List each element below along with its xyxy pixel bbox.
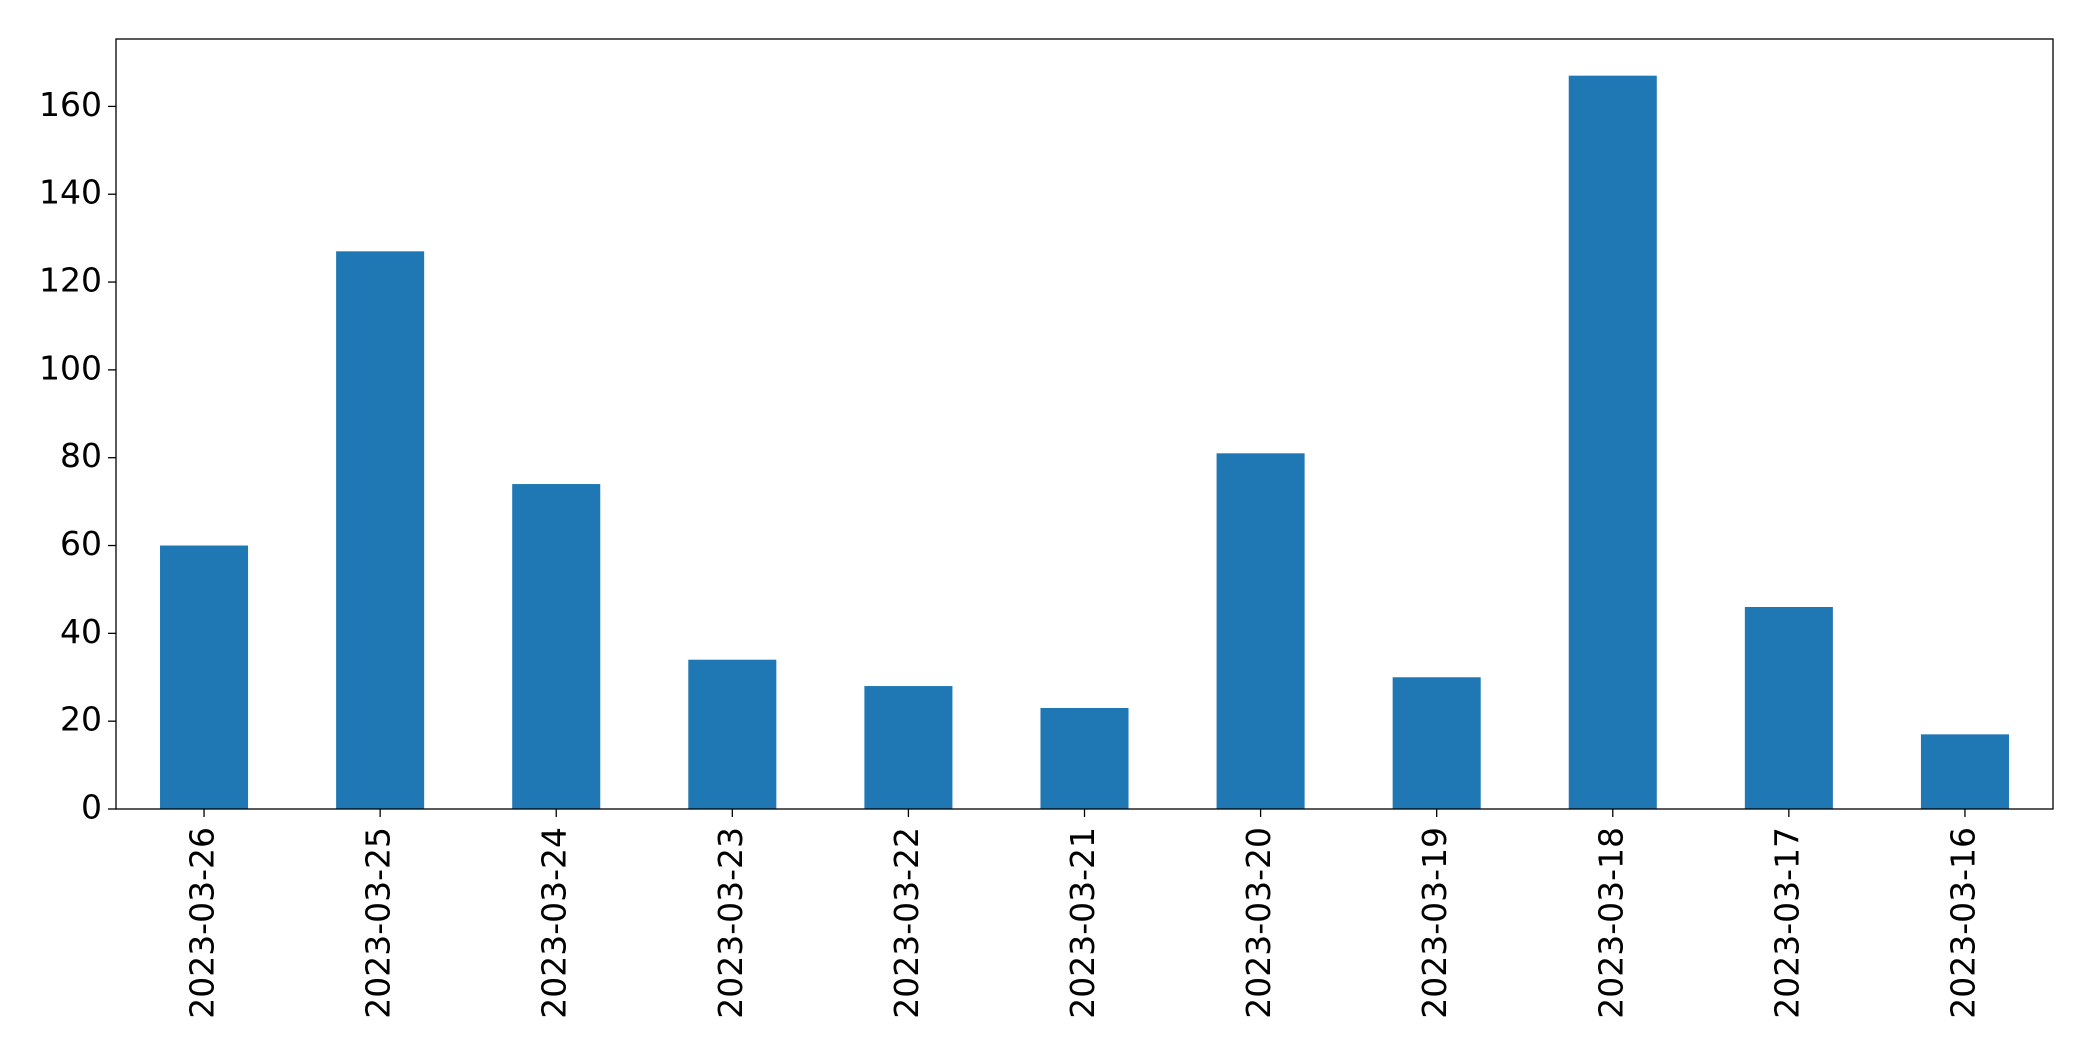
y-tick-label: 140	[39, 173, 102, 212]
bar	[512, 484, 601, 809]
x-tick-label: 2023-03-26	[183, 827, 222, 1019]
x-tick-label: 2023-03-23	[711, 827, 750, 1019]
x-tick-label: 2023-03-16	[1943, 827, 1982, 1019]
x-tick-label: 2023-03-19	[1415, 827, 1454, 1019]
bar	[1216, 453, 1305, 809]
x-tick-label: 2023-03-25	[359, 827, 398, 1019]
bar	[1744, 607, 1833, 809]
bar	[336, 251, 425, 809]
y-tick-label: 120	[39, 261, 102, 300]
bar	[1568, 75, 1657, 809]
bar	[1920, 734, 2009, 809]
bar	[1392, 677, 1481, 809]
bar	[1040, 708, 1129, 809]
x-tick-label: 2023-03-24	[535, 827, 574, 1019]
y-tick-label: 0	[81, 788, 102, 827]
x-tick-label: 2023-03-21	[1063, 827, 1102, 1019]
bar	[160, 545, 249, 809]
y-tick-label: 100	[39, 348, 102, 387]
y-tick-label: 80	[60, 436, 102, 475]
y-tick-label: 60	[60, 524, 102, 563]
x-tick-label: 2023-03-20	[1239, 827, 1278, 1019]
x-tick-label: 2023-03-17	[1767, 827, 1806, 1019]
bar	[688, 659, 777, 809]
y-tick-label: 20	[60, 700, 102, 739]
y-tick-label: 40	[60, 612, 102, 651]
bar	[864, 686, 953, 809]
plot-frame	[115, 38, 2054, 810]
y-tick-label: 160	[39, 85, 102, 124]
x-tick-label: 2023-03-18	[1591, 827, 1630, 1019]
x-tick-label: 2023-03-22	[887, 827, 926, 1019]
